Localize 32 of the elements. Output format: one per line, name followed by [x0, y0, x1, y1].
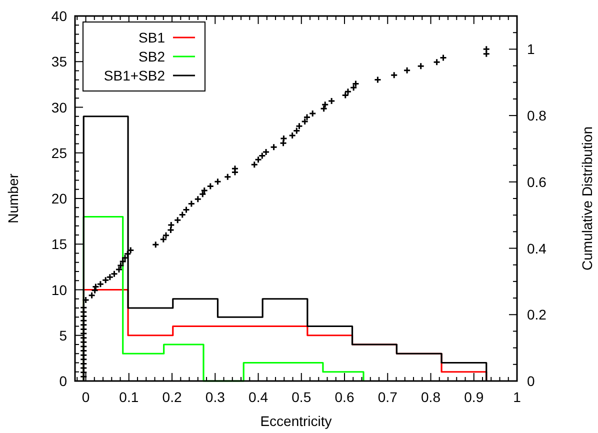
y2-tick-label: 0.2	[527, 306, 547, 323]
y-axis-title: Number	[5, 173, 21, 224]
x-tick-label: 0.8	[421, 389, 441, 405]
y-tick-label: 15	[51, 236, 68, 252]
x-tick-label: 0.2	[162, 389, 182, 405]
y2-tick-label: 0.4	[527, 240, 547, 256]
y2-tick-label: 0.6	[527, 174, 547, 190]
legend-label: SB2	[138, 48, 166, 64]
x-tick-label: 0.5	[292, 389, 312, 405]
x-tick-label: 0.1	[119, 389, 139, 405]
y2-tick-label: 1	[527, 41, 535, 58]
x-tick-label: 0.7	[378, 389, 398, 405]
y-tick-label: 40	[51, 8, 68, 24]
legend-label: SB1+SB2	[104, 68, 166, 84]
y-tick-label: 35	[51, 54, 68, 70]
y-tick-label: 0	[59, 373, 68, 389]
y-tick-label: 10	[51, 282, 68, 298]
x-tick-label: 1	[513, 389, 522, 405]
y-tick-label: 20	[51, 190, 68, 206]
x-tick-label: 0	[82, 389, 90, 405]
x-tick-label: 0.3	[205, 389, 226, 405]
x-tick-label: 0.9	[464, 389, 484, 405]
y-tick-label: 5	[59, 327, 68, 344]
legend-label: SB1	[138, 30, 166, 46]
y2-axis-title: Cumulative Distribution	[579, 126, 595, 270]
y-tick-label: 30	[51, 99, 68, 116]
x-tick-label: 0.4	[248, 389, 268, 405]
x-tick-label: 0.6	[334, 389, 354, 405]
y2-tick-label: 0.8	[527, 108, 547, 124]
y-tick-label: 25	[51, 144, 68, 161]
y2-tick-label: 0	[527, 373, 535, 389]
x-axis-title: Eccentricity	[260, 413, 332, 429]
